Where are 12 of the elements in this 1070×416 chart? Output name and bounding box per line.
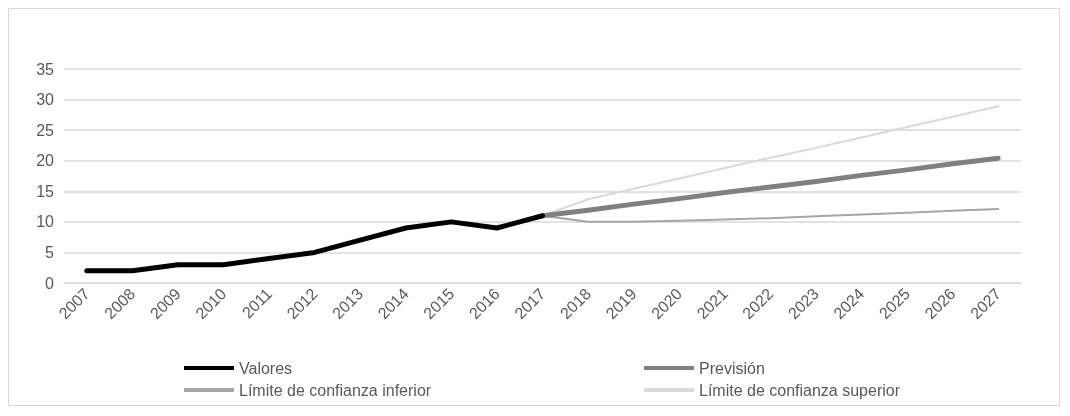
- legend-label: Previsión: [699, 359, 765, 377]
- y-tick-label: 5: [45, 243, 55, 261]
- y-tick-label: 35: [36, 60, 55, 78]
- y-tick-label: 25: [36, 121, 55, 139]
- y-tick-label: 15: [36, 182, 55, 200]
- y-tick-label: 0: [45, 274, 55, 292]
- y-tick-label: 10: [36, 213, 55, 231]
- y-tick-label: 30: [36, 91, 55, 109]
- legend-label: Valores: [239, 359, 293, 377]
- y-tick-label: 20: [36, 152, 55, 170]
- legend-label: Límite de confianza inferior: [239, 381, 432, 399]
- legend-label: Límite de confianza superior: [699, 381, 901, 399]
